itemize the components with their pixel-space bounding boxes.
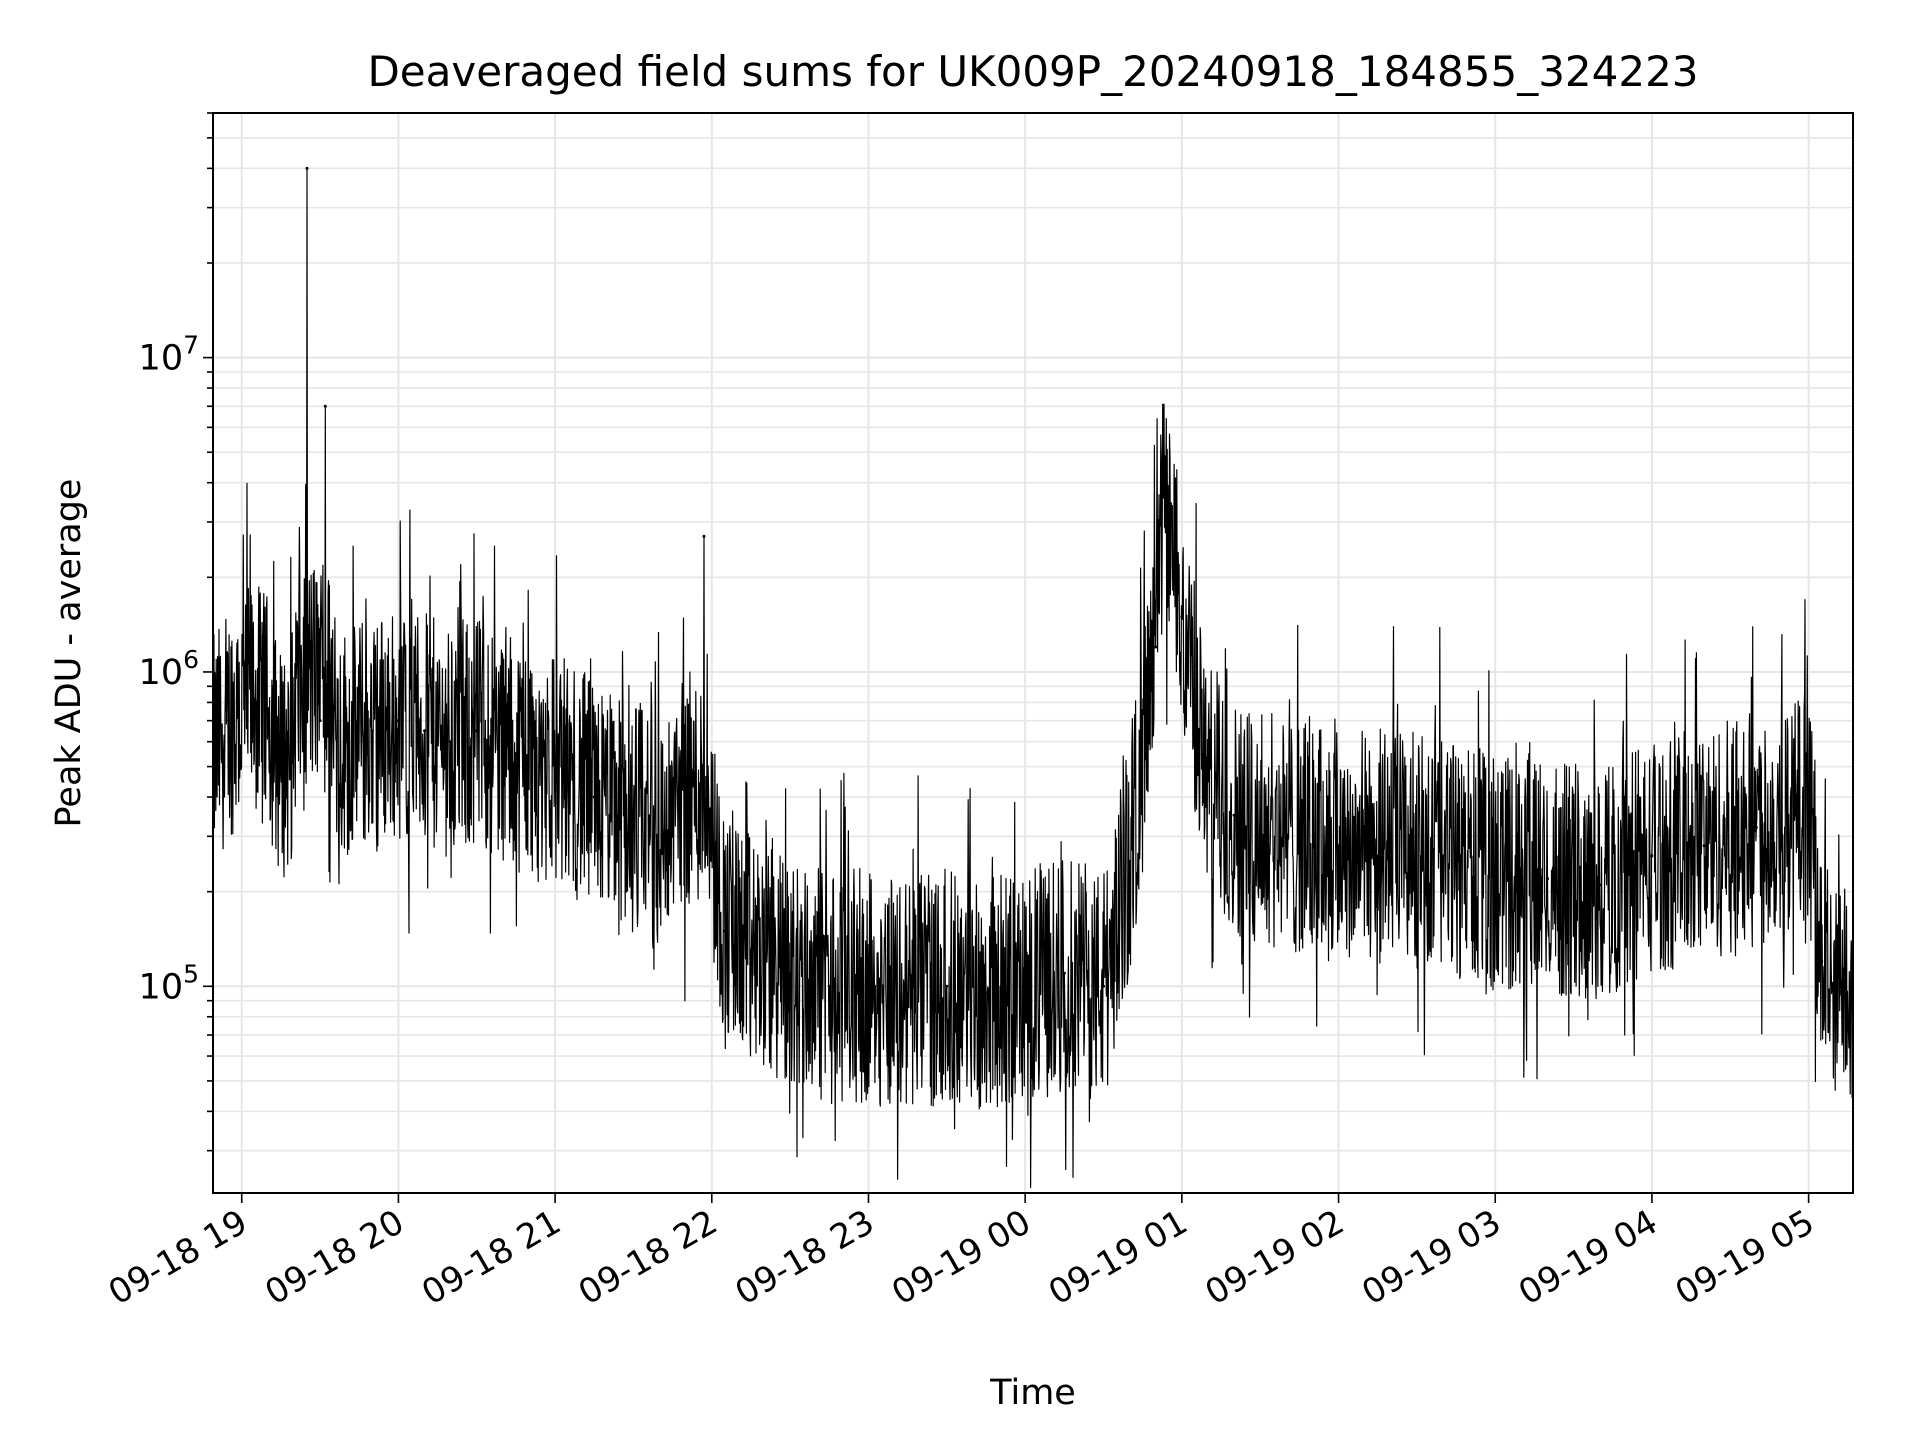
y-axis: 105 106 107 xyxy=(139,112,213,1152)
data-point xyxy=(723,929,727,933)
data-point xyxy=(1023,984,1027,988)
data-point xyxy=(1062,971,1066,975)
data-point xyxy=(1441,854,1445,858)
data-point xyxy=(1702,844,1706,848)
data-point xyxy=(1598,883,1602,887)
data-point xyxy=(1493,871,1497,875)
x-axis-label: Time xyxy=(989,1373,1076,1413)
data-point xyxy=(984,991,988,995)
data-point xyxy=(305,166,309,170)
data-point xyxy=(1154,645,1158,649)
data-point xyxy=(631,813,635,817)
data-point xyxy=(1843,971,1847,975)
data-point xyxy=(945,984,949,988)
data-point xyxy=(1284,834,1288,838)
data-point xyxy=(1162,495,1166,499)
y-axis-label: Peak ADU - average xyxy=(49,479,89,828)
data-point xyxy=(710,834,714,838)
data-point xyxy=(827,984,831,988)
data-point xyxy=(475,729,479,733)
data-point xyxy=(292,740,296,744)
data-point xyxy=(1545,877,1549,881)
data-point xyxy=(1206,779,1210,783)
data-point xyxy=(1650,854,1654,858)
data-point xyxy=(1820,959,1824,963)
data-point xyxy=(906,991,910,995)
y-tick-label: 107 xyxy=(139,331,199,379)
data-point xyxy=(279,765,283,769)
data-point xyxy=(266,709,270,713)
data-point xyxy=(514,752,518,756)
data-point xyxy=(318,719,322,723)
data-point xyxy=(671,834,675,838)
data-point xyxy=(344,740,348,744)
data-point xyxy=(1102,984,1106,988)
data-point xyxy=(1389,844,1393,848)
data-point xyxy=(1794,813,1798,817)
chart-title: Deaveraged field sums for UK009P_2024091… xyxy=(367,47,1698,96)
data-point xyxy=(1833,1006,1837,1010)
data-point xyxy=(553,765,557,769)
y-tick-label: 106 xyxy=(139,645,199,693)
data-point xyxy=(423,729,427,733)
y-tick-label: 105 xyxy=(139,959,199,1007)
data-point xyxy=(331,729,335,733)
series-line xyxy=(213,167,1853,1189)
plot-frame xyxy=(212,112,1854,1194)
data-point xyxy=(1807,795,1811,799)
data-point xyxy=(1180,615,1184,619)
data-point xyxy=(1754,826,1758,830)
data-point xyxy=(1128,859,1132,863)
data-point xyxy=(866,984,870,988)
data-point xyxy=(253,697,257,701)
data-point xyxy=(702,534,706,538)
data-point xyxy=(227,719,231,723)
data-point xyxy=(1337,844,1341,848)
data-point xyxy=(370,729,374,733)
data-point xyxy=(749,948,753,952)
data-point xyxy=(396,719,400,723)
data-point xyxy=(449,740,453,744)
data-point xyxy=(592,795,596,799)
data-point xyxy=(1232,813,1236,817)
data-point xyxy=(323,404,327,408)
data-point xyxy=(788,971,792,975)
